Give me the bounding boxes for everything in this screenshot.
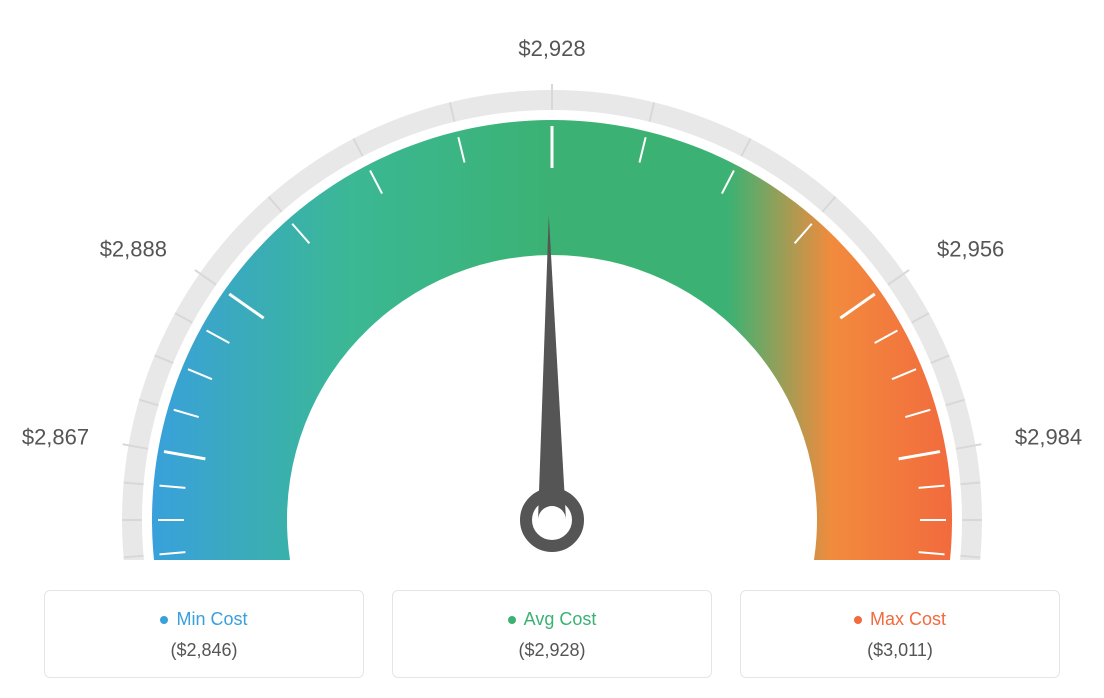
legend-avg-value: ($2,928) xyxy=(403,640,701,661)
dot-icon xyxy=(854,616,862,624)
legend-card-avg: Avg Cost ($2,928) xyxy=(392,590,712,678)
legend-label-min: Min Cost xyxy=(55,609,353,630)
legend-avg-label-text: Avg Cost xyxy=(524,609,597,630)
legend-label-avg: Avg Cost xyxy=(403,609,701,630)
dot-icon xyxy=(508,616,516,624)
legend-min-label-text: Min Cost xyxy=(176,609,247,630)
gauge-svg-wrap: $2,846$2,867$2,888$2,928$2,956$2,984$3,0… xyxy=(20,20,1084,560)
svg-text:$2,928: $2,928 xyxy=(518,36,585,61)
legend-max-value: ($3,011) xyxy=(751,640,1049,661)
legend-card-max: Max Cost ($3,011) xyxy=(740,590,1060,678)
svg-text:$2,984: $2,984 xyxy=(1015,424,1082,449)
cost-gauge-chart: $2,846$2,867$2,888$2,928$2,956$2,984$3,0… xyxy=(20,20,1084,678)
legend-card-min: Min Cost ($2,846) xyxy=(44,590,364,678)
legend-label-max: Max Cost xyxy=(751,609,1049,630)
dot-icon xyxy=(160,616,168,624)
legend-row: Min Cost ($2,846) Avg Cost ($2,928) Max … xyxy=(20,590,1084,678)
svg-text:$2,867: $2,867 xyxy=(22,424,89,449)
svg-text:$2,956: $2,956 xyxy=(937,236,1004,261)
svg-text:$2,888: $2,888 xyxy=(100,236,167,261)
legend-min-value: ($2,846) xyxy=(55,640,353,661)
gauge-svg: $2,846$2,867$2,888$2,928$2,956$2,984$3,0… xyxy=(20,20,1084,560)
legend-max-label-text: Max Cost xyxy=(870,609,946,630)
